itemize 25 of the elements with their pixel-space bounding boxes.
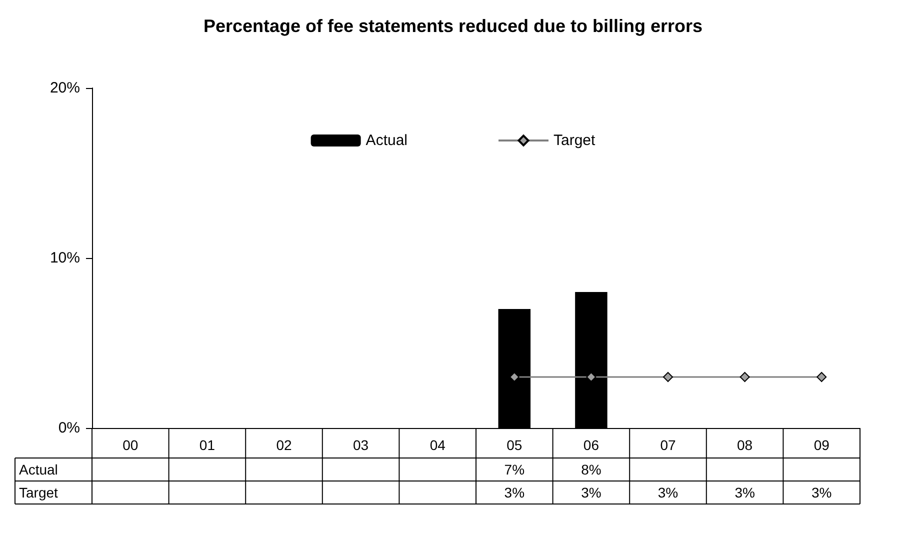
- y-tick-label: 0%: [58, 420, 80, 436]
- data-label: 3%: [658, 484, 678, 500]
- x-tick-label: 02: [276, 437, 292, 453]
- x-tick-label: 05: [506, 437, 522, 453]
- data-label: 3%: [811, 484, 832, 500]
- x-tick-label: 03: [353, 437, 369, 453]
- data-label: 8%: [581, 462, 602, 478]
- x-tick-label: 00: [122, 437, 138, 453]
- data-label: 7%: [504, 462, 525, 478]
- x-tick-label: 07: [660, 437, 676, 453]
- legend-label: Actual: [366, 132, 408, 149]
- legend-label: Target: [554, 132, 596, 149]
- x-tick-label: 04: [430, 437, 446, 453]
- text: Target: [19, 484, 58, 500]
- data-label: 3%: [734, 484, 755, 500]
- x-tick-label: 09: [814, 437, 830, 453]
- chart-title: Percentage of fee statements reduced due to billing errors: [203, 16, 703, 36]
- x-tick-label: 08: [737, 437, 753, 453]
- x-tick-label: 01: [199, 437, 216, 453]
- text: Actual: [19, 462, 58, 478]
- data-label: 3%: [504, 484, 525, 500]
- y-tick-label: 20%: [50, 80, 80, 96]
- y-tick-label: 10%: [50, 250, 80, 266]
- data-label: 3%: [581, 484, 602, 500]
- x-tick-label: 06: [583, 437, 600, 453]
